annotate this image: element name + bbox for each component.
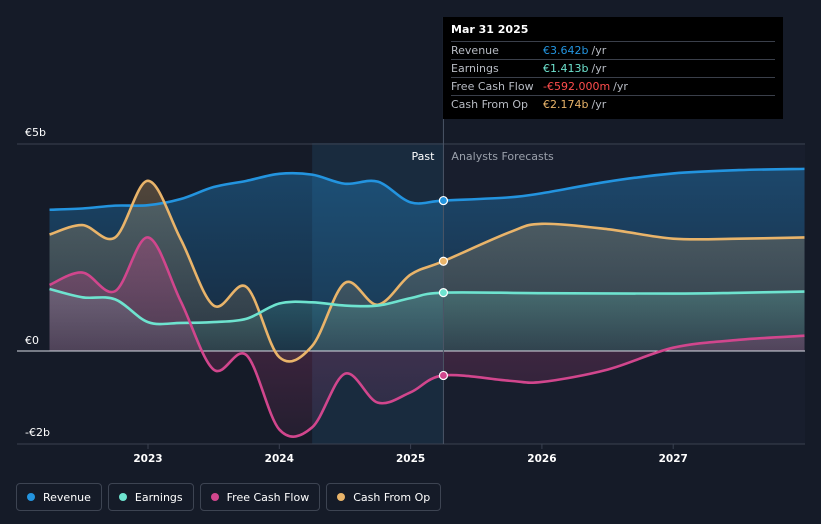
forecast-label: Analysts Forecasts [451, 150, 554, 163]
legend-dot-icon [337, 493, 346, 501]
legend-item-earnings[interactable]: Earnings [107, 483, 194, 511]
chart-legend: Revenue Earnings Free Cash Flow Cash Fro… [16, 483, 442, 511]
x-tick-label: 2027 [659, 453, 688, 465]
earnings-area [49, 289, 805, 351]
data-tooltip: Mar 31 2025 Revenue €3.642b /yr Earnings… [443, 17, 783, 119]
tooltip-name: Earnings [451, 62, 499, 75]
tooltip-name: Revenue [451, 44, 499, 57]
tooltip-unit: /yr [591, 62, 607, 75]
tooltip-name: Free Cash Flow [451, 80, 534, 93]
cfo-marker [438, 256, 449, 266]
tooltip-row-revenue: Revenue €3.642b /yr [451, 42, 775, 60]
legend-item-cash-from-op[interactable]: Cash From Op [326, 483, 442, 511]
x-tick-label: 2023 [133, 453, 162, 465]
x-tick-label: 2024 [265, 453, 294, 465]
fcf-marker [438, 370, 449, 381]
tooltip-unit: /yr [591, 98, 607, 111]
revenue-marker [438, 195, 449, 206]
tooltip-unit: /yr [591, 44, 607, 57]
cfo-line [49, 179, 805, 363]
legend-dot-icon [210, 493, 219, 501]
tooltip-unit: /yr [613, 80, 628, 93]
tooltip-value: €1.413b [543, 62, 589, 75]
legend-item-revenue[interactable]: Revenue [16, 483, 102, 511]
legend-item-free-cash-flow[interactable]: Free Cash Flow [199, 483, 321, 511]
fcf-line [48, 236, 805, 438]
legend-label: Earnings [134, 490, 183, 504]
tooltip-value: €3.642b [543, 44, 589, 57]
legend-dot-icon [118, 493, 127, 501]
x-tick-label: 2025 [396, 453, 425, 465]
x-tick-label: 2026 [527, 453, 556, 465]
earnings-marker [438, 288, 449, 298]
tooltip-row-earnings: Earnings €1.413b /yr [451, 60, 775, 78]
tooltip-value: €2.174b [543, 98, 589, 111]
tooltip-value: -€592.000m [543, 80, 611, 93]
legend-label: Free Cash Flow [226, 490, 310, 504]
y-tick-label: -€2b [25, 426, 50, 439]
tooltip-date: Mar 31 2025 [451, 23, 775, 42]
tooltip-row-free-cash-flow: Free Cash Flow -€592.000m /yr [451, 78, 775, 96]
tooltip-row-cash-from-op: Cash From Op €2.174b /yr [451, 96, 775, 113]
legend-label: Revenue [43, 490, 91, 504]
revenue-line [49, 167, 805, 212]
past-label: Past [411, 150, 435, 163]
tooltip-name: Cash From Op [451, 98, 529, 111]
y-tick-label: €5b [25, 126, 46, 139]
y-tick-label: €0 [25, 334, 39, 347]
legend-dot-icon [27, 493, 35, 501]
earnings-line [49, 287, 805, 326]
legend-label: Cash From Op [353, 490, 431, 504]
